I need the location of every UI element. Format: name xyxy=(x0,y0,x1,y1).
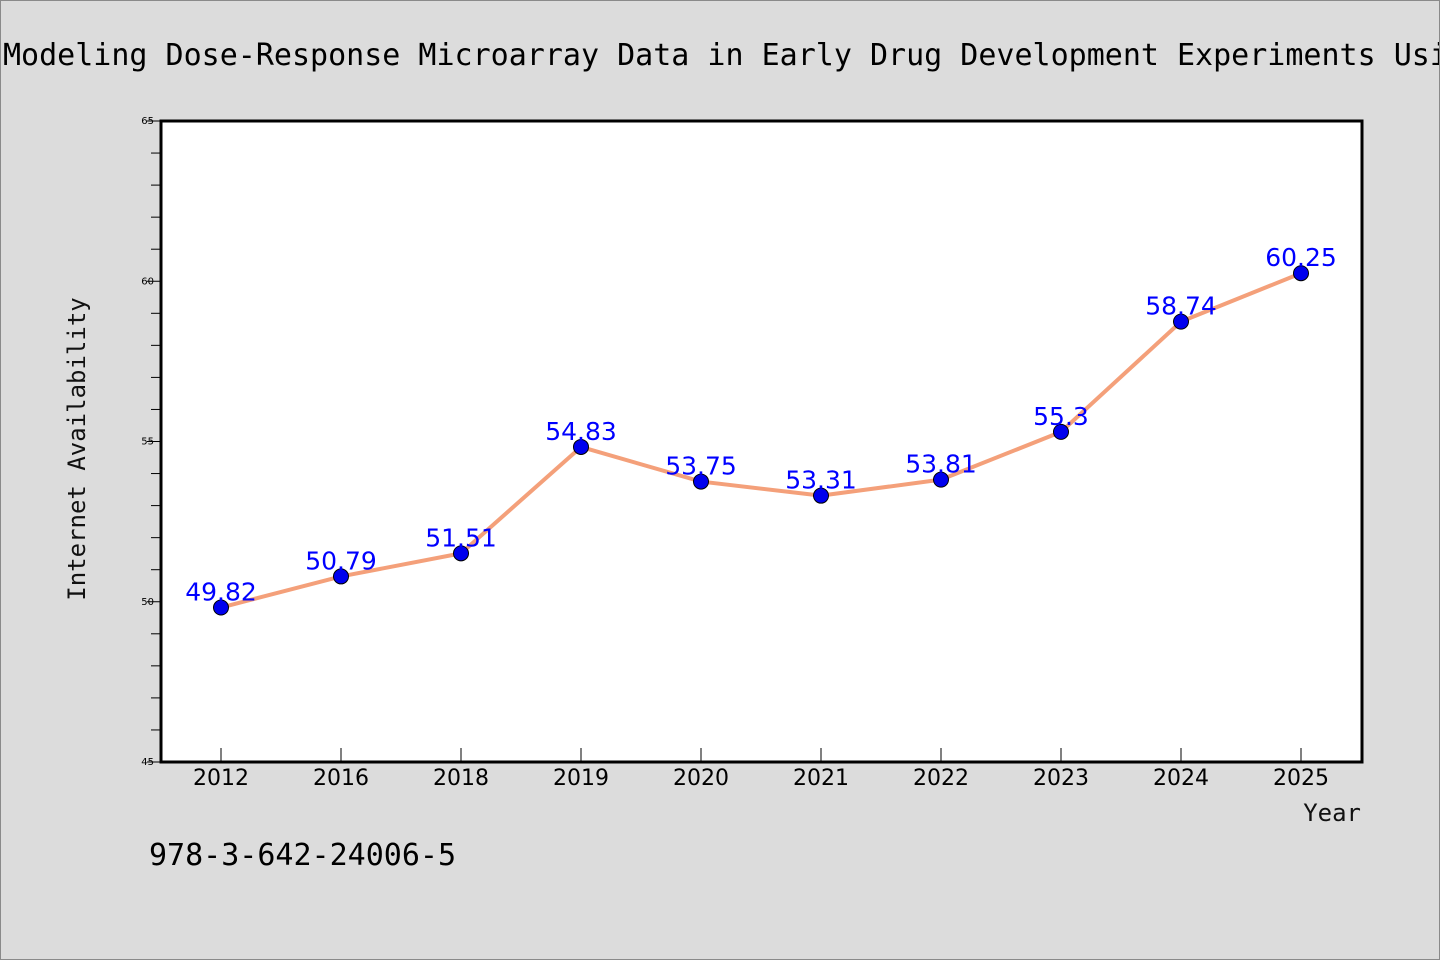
x-tick-label: 2025 xyxy=(1273,766,1329,791)
data-label: 54.83 xyxy=(545,417,617,446)
chart-title: Modeling Dose-Response Microarray Data i… xyxy=(3,38,1440,73)
y-tick-label: 55 xyxy=(141,437,154,448)
data-label: 60.25 xyxy=(1265,243,1337,272)
data-point xyxy=(333,568,349,585)
series-line xyxy=(220,271,1302,610)
data-label: 53.75 xyxy=(665,452,737,481)
data-point xyxy=(933,471,949,488)
x-tick-label: 2023 xyxy=(1033,766,1089,791)
x-axis-label: Year xyxy=(1303,799,1361,827)
x-tick-label: 2012 xyxy=(193,766,249,791)
y-tick-label: 50 xyxy=(141,597,154,608)
data-label: 58.74 xyxy=(1145,292,1217,321)
data-label: 53.81 xyxy=(905,450,977,479)
y-tick-label: 45 xyxy=(141,757,154,768)
y-axis-label: Internet Availability xyxy=(63,297,91,600)
data-point xyxy=(453,545,469,562)
series-markers xyxy=(213,265,1309,616)
data-point xyxy=(1293,265,1309,282)
plot-area xyxy=(161,121,1362,762)
x-tick-label: 2022 xyxy=(913,766,969,791)
x-tick-label: 2024 xyxy=(1153,766,1209,791)
data-point xyxy=(813,487,829,504)
x-tick-label: 2016 xyxy=(313,766,369,791)
footer-isbn: 978-3-642-24006-5 xyxy=(149,838,456,873)
x-tick-label: 2019 xyxy=(553,766,609,791)
x-axis-ticks: 2012 2016 2018 2019 2020 2021 2022 2023 2024 2025 xyxy=(193,748,1329,791)
x-tick-label: 2021 xyxy=(793,766,849,791)
data-label: 55.3 xyxy=(1033,402,1089,431)
y-axis-ticks: 45 50 55 60 65 xyxy=(141,116,161,768)
data-point xyxy=(1173,313,1189,330)
y-tick-label: 60 xyxy=(141,276,154,287)
x-tick-label: 2020 xyxy=(673,766,729,791)
y-tick-label: 65 xyxy=(141,116,154,127)
data-labels: 49.82 50.79 51.51 54.83 53.75 53.31 53.81 55.3 5… xyxy=(185,243,1337,606)
data-label: 50.79 xyxy=(305,546,377,575)
data-point xyxy=(1053,423,1069,440)
x-tick-label: 2018 xyxy=(433,766,489,791)
data-label: 53.31 xyxy=(785,466,857,495)
data-point xyxy=(693,473,709,490)
data-point xyxy=(213,599,229,616)
plot-frame xyxy=(159,119,1364,764)
data-label: 51.51 xyxy=(425,523,497,552)
data-label: 49.82 xyxy=(185,578,257,607)
data-point xyxy=(573,438,589,455)
